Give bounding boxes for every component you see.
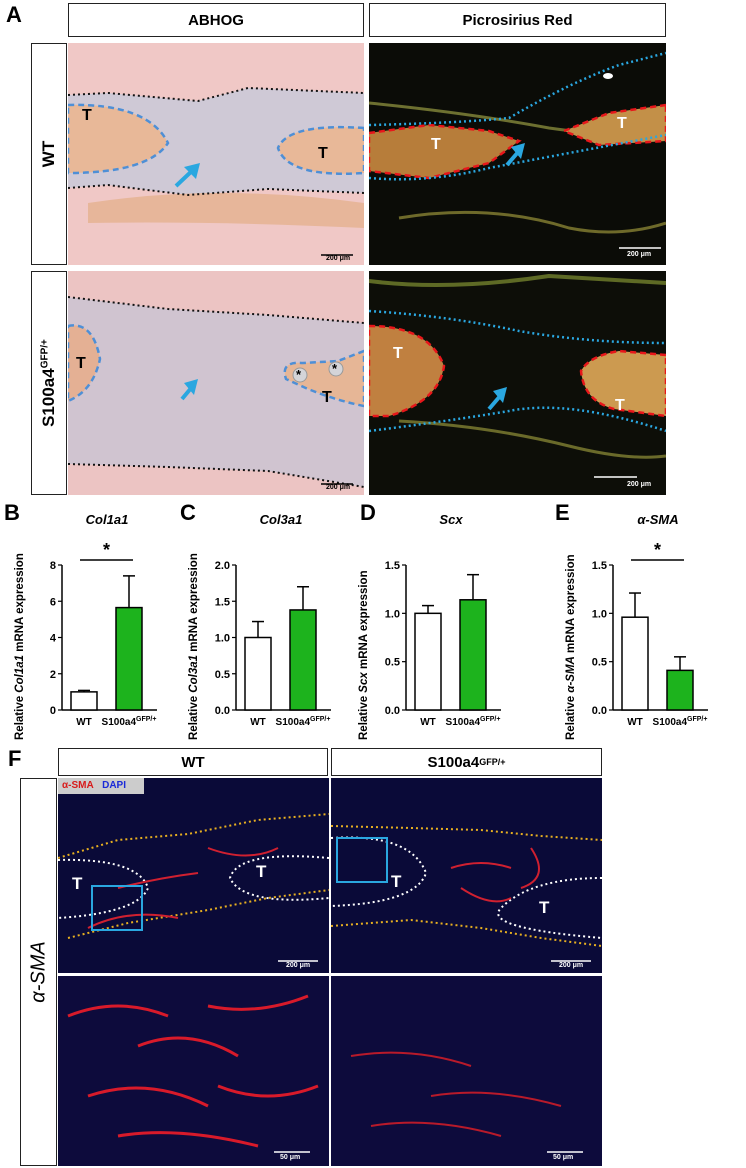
y-tick-label: 0.5 [215,669,230,681]
abhog-wt-image: T T 200 μm [68,43,364,265]
scale-bar-label: 200 μm [627,481,652,488]
x-tick-label: WT [250,717,266,728]
panel-letter-e: E [555,500,570,525]
chart-title: Col1a1 [85,512,129,527]
y-tick-label: 0 [50,705,56,717]
scale-bar-label: 200 μm [326,484,351,491]
asterisk-marker: * [332,361,338,376]
picrosirius-s100a4-image: T T 200 μm [369,271,666,495]
legend-sma-label: α-SMA [62,780,94,791]
x-tick-label: WT [627,717,643,728]
panel-letter-b: B [4,500,20,525]
scale-bar-label: 200 μm [286,962,311,969]
y-tick-label: 0.5 [592,657,607,669]
bar [115,606,143,711]
y-tick-label: 1.5 [592,560,607,572]
tendon-label: T [318,145,328,162]
row-header-wt: WT [31,43,67,265]
legend-dapi-label: DAPI [102,780,127,791]
y-tick-label: 1.0 [215,633,230,645]
row-header-s100a4: S100a4GFP/+ [31,271,67,495]
scale-bar-label: 200 μm [559,962,584,969]
x-tick-label: S100a4GFP/+ [276,716,331,728]
y-tick-label: 0.0 [592,705,607,717]
panel-letter-c: C [180,500,196,525]
y-tick-label: 2.0 [215,560,230,572]
scale-bar-label: 50 μm [280,1154,301,1161]
scale-bar-label: 50 μm [553,1154,574,1161]
abhog-s100a4-image: T T * * 200 μm [68,271,364,495]
x-tick-label: S100a4GFP/+ [446,716,501,728]
x-tick-label: S100a4GFP/+ [653,716,708,728]
panel-letter-a: A [6,2,22,27]
col-header-abhog: ABHOG [68,3,364,37]
bar [666,669,694,711]
panel-letter-d: D [360,500,376,525]
scale-bar-label: 200 μm [326,255,351,262]
tendon-label: T [256,862,267,881]
x-tick-label: WT [76,717,92,728]
y-tick-label: 8 [50,560,56,572]
chart-title: Col3a1 [259,512,303,527]
tendon-label: T [76,355,86,372]
legend-box: α-SMA DAPI [58,778,144,794]
col-header-f-wt: WT [58,748,328,776]
panel-letter-f: F [8,746,22,771]
y-tick-label: 1.0 [385,608,400,620]
if-s100a4-lowmag-image: T T 200 μm [331,778,602,973]
col-header-f-s100a4: S100a4 GFP/+ [331,748,602,776]
tendon-label: T [615,397,625,414]
row-header-f-sma: α-SMA [20,778,57,1166]
chart-title: Scx [439,512,463,527]
bar [414,612,442,711]
tendon-label: T [391,872,402,891]
x-tick-label: S100a4GFP/+ [102,716,157,728]
x-tick-label: WT [420,717,436,728]
y-tick-label: 0.0 [215,705,230,717]
col-header-picrosirius: Picrosirius Red [369,3,666,37]
bar [244,636,272,711]
y-tick-label: 1.5 [385,560,400,572]
tendon-label: T [393,345,403,362]
picrosirius-wt-image: T T 200 μm [369,43,666,265]
significance-star: * [654,540,661,560]
tendon-label: T [72,874,83,893]
bar [459,599,487,711]
y-tick-label: 1.5 [215,596,230,608]
chart-title: α-SMA [637,512,679,527]
y-tick-label: 0.5 [385,657,400,669]
asterisk-marker: * [296,367,302,382]
if-wt-lowmag-image: α-SMA DAPI T T 200 μm [58,778,329,973]
bar [289,609,317,711]
tendon-label: T [617,115,627,132]
if-wt-highmag-image: 50 μm [58,976,329,1166]
significance-star: * [103,540,110,560]
y-tick-label: 6 [50,596,56,608]
bar [70,691,98,711]
tendon-label: T [539,898,550,917]
if-s100a4-highmag-image: 50 μm [331,976,602,1166]
tendon-label: T [82,107,92,124]
scale-bar-label: 200 μm [627,251,652,258]
y-tick-label: 0.0 [385,705,400,717]
y-tick-label: 2 [50,669,56,681]
bar [621,616,649,711]
y-tick-label: 1.0 [592,608,607,620]
y-tick-label: 4 [50,633,57,645]
tendon-label: T [322,389,332,406]
tendon-label: T [431,136,441,153]
